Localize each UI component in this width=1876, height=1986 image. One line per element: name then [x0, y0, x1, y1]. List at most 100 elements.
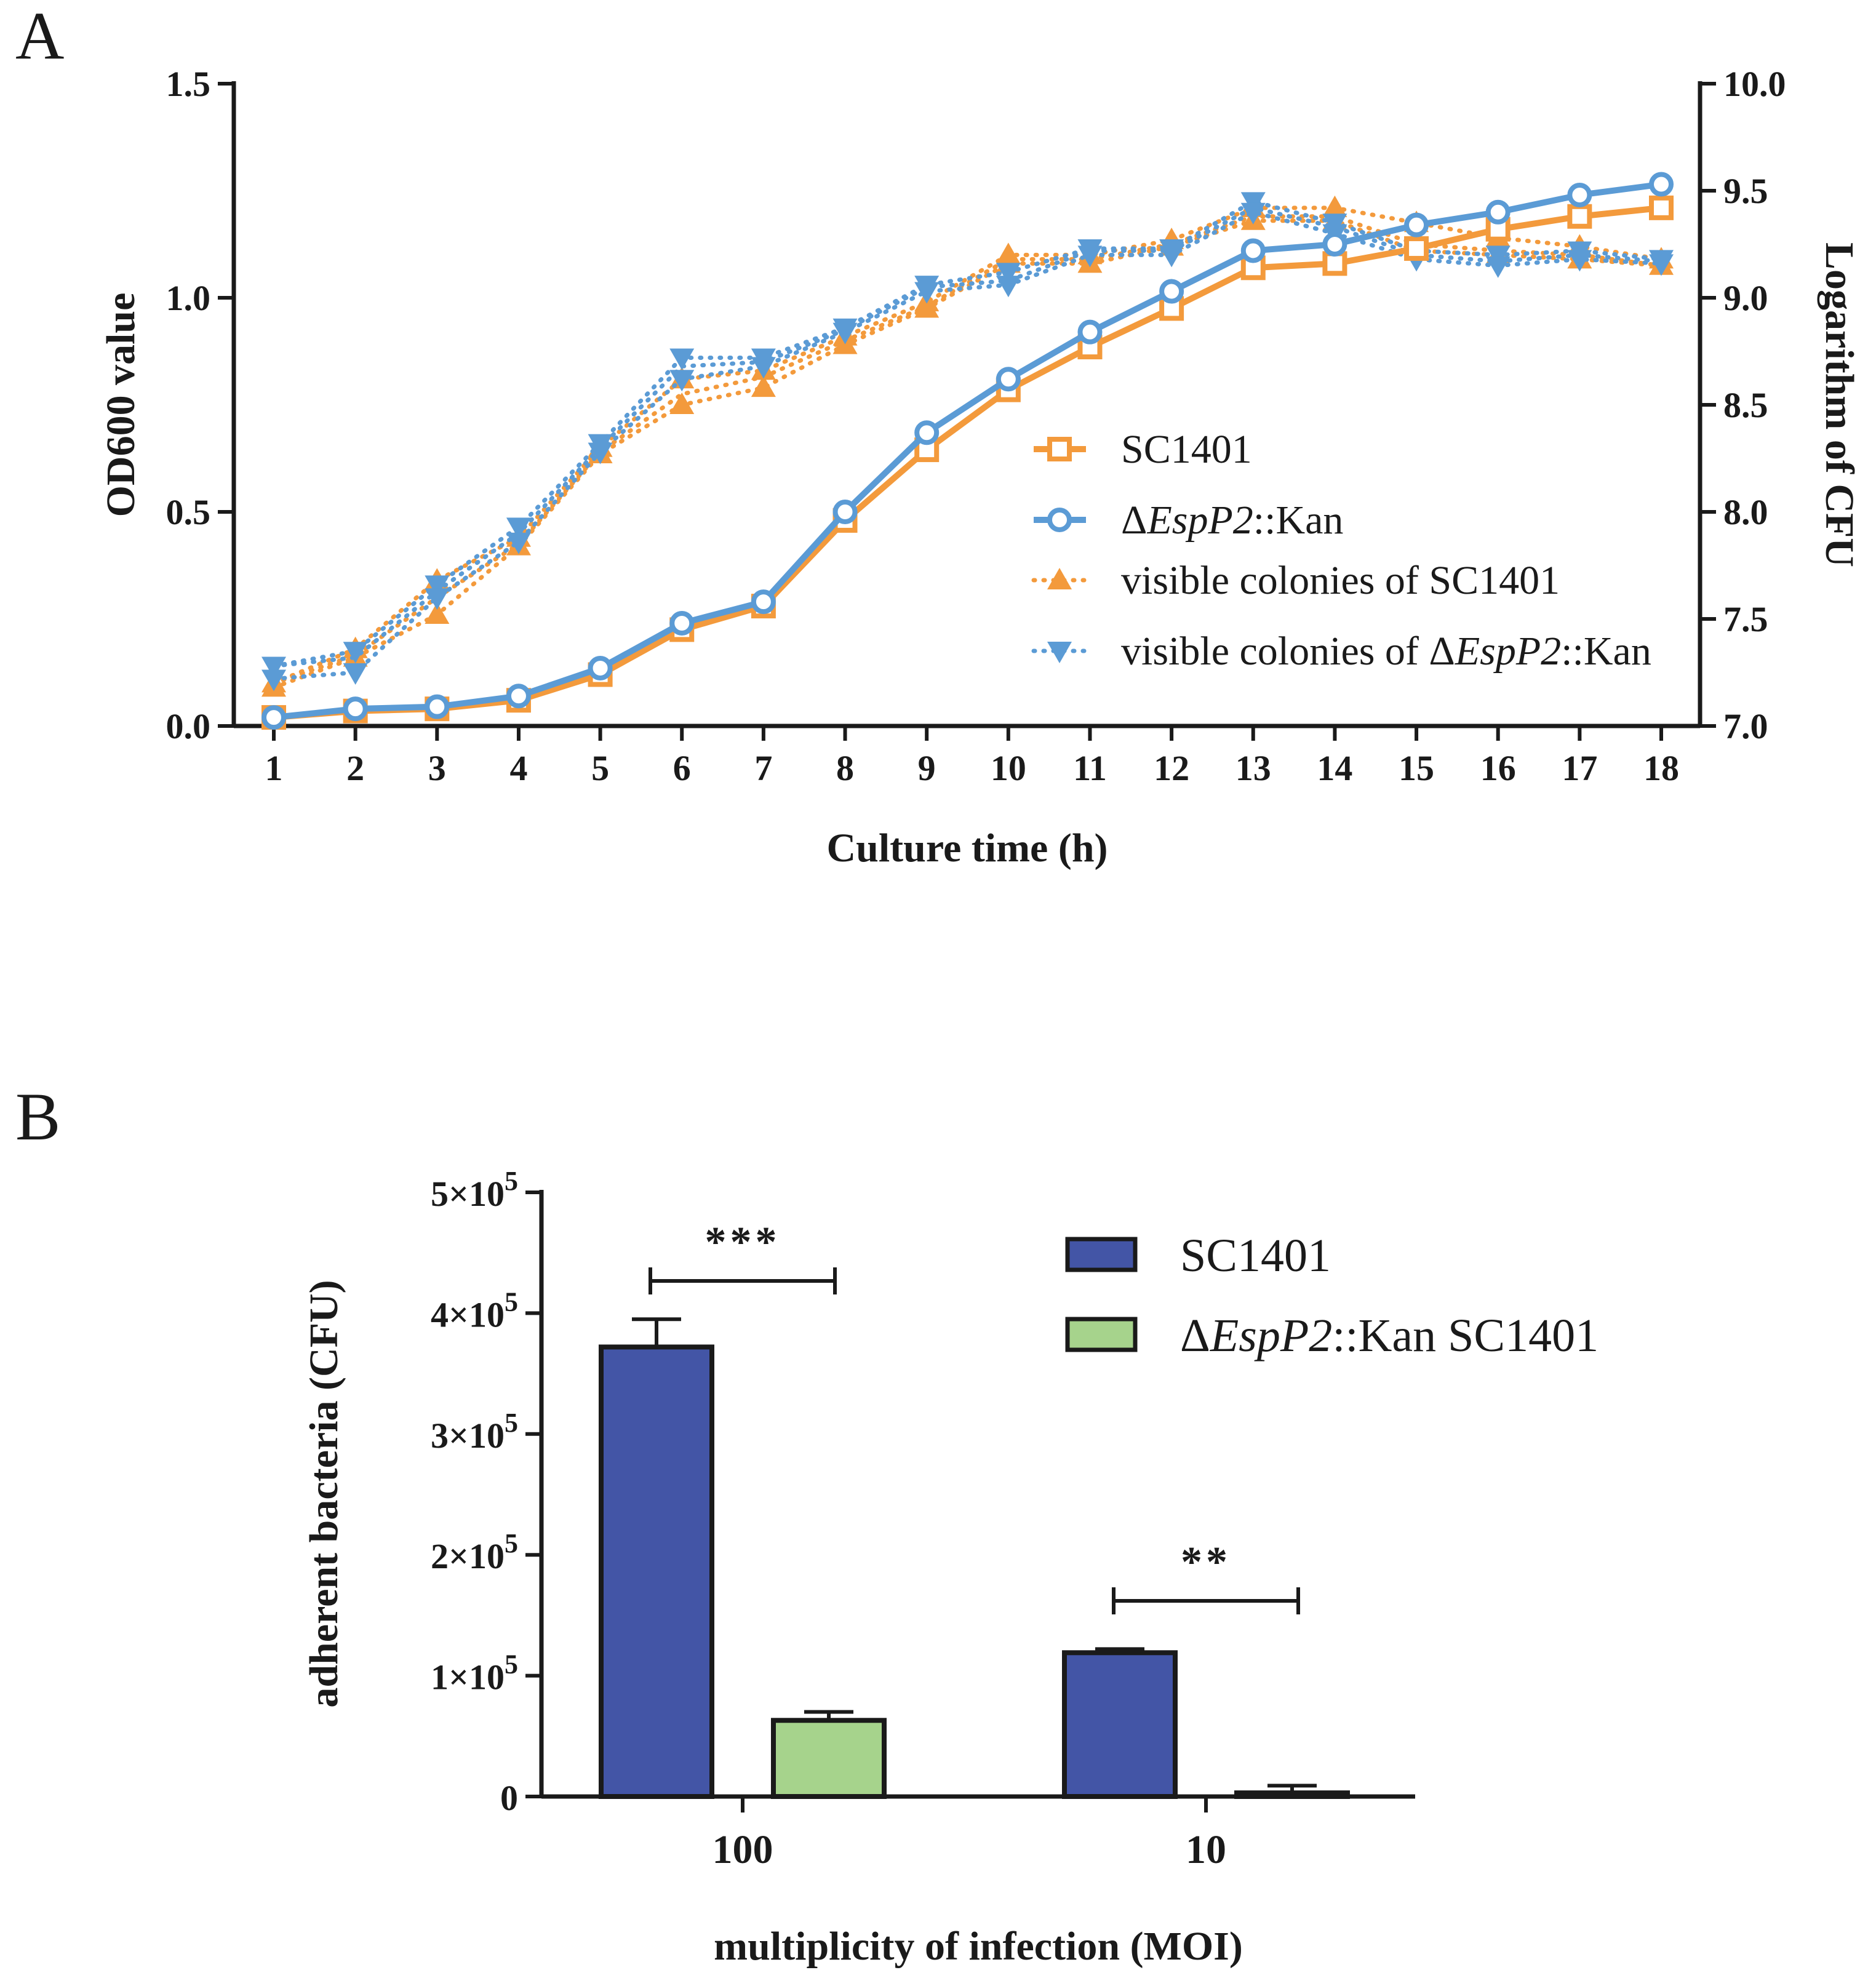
- panel-a-left-tick-label: 0.0: [166, 706, 211, 746]
- panel-b-significance: **: [1112, 1539, 1300, 1614]
- panel-b-legend-item: SC1401: [1065, 1230, 1331, 1282]
- panel-a-point: [1077, 245, 1103, 268]
- panel-a-point: [1485, 256, 1511, 278]
- panel-a-x-tick-label: 5: [591, 748, 609, 788]
- panel-a-right-tick-label: 8.0: [1723, 492, 1768, 532]
- panel-a-point: [832, 322, 858, 345]
- panel-a-point: [1322, 251, 1347, 276]
- panel-b-significance-label: ***: [705, 1219, 781, 1266]
- panel-a-x-tick-label: 7: [754, 748, 772, 788]
- panel-a-x-tick-label: 1: [265, 748, 283, 788]
- panel-a-y-axis-title: OD600 value: [98, 293, 143, 517]
- panel-a-legend-marker: [1047, 568, 1072, 589]
- panel-a-series-1: [261, 172, 1674, 730]
- panel-a-series-line: [273, 204, 1662, 721]
- panel-a-x-tick-label: 11: [1073, 748, 1107, 788]
- panel-b-y-tick-label: 4×105: [431, 1286, 518, 1334]
- panel-b-legend-label: ΔEspP2::Kan SC1401: [1180, 1310, 1599, 1362]
- panel-a-legend-item: visible colonies of SC1401: [1031, 558, 1560, 603]
- panel-a-point: [261, 669, 286, 692]
- panel-a-point: [751, 357, 776, 379]
- panel-a-point: [506, 532, 531, 554]
- panel-b-y-tick-label: 5×105: [431, 1166, 518, 1214]
- panel-a-point: [669, 348, 695, 370]
- panel-a-legend-marker: [1047, 642, 1072, 663]
- panel-a-point: [1077, 319, 1103, 345]
- panel-a-point: [669, 610, 695, 636]
- panel-a-right-tick-label: 9.5: [1723, 171, 1768, 211]
- panel-a-x-tick-label: 8: [836, 748, 854, 788]
- panel-a-point: [425, 694, 450, 719]
- panel-b-legend-label: SC1401: [1180, 1230, 1331, 1282]
- panel-a-line-chart: A OD600 value Logarithm of CFU Culture t…: [15, 0, 1862, 871]
- panel-b-legend-item: ΔEspP2::Kan SC1401: [1065, 1310, 1599, 1362]
- panel-a-right-tick-label: 9.0: [1723, 278, 1768, 318]
- panel-a-x-tick-label: 16: [1480, 748, 1516, 788]
- panel-a-legend-item: visible colonies of ΔEspP2::Kan: [1031, 629, 1651, 674]
- panel-a-point: [1567, 250, 1592, 272]
- panel-a-series-line: [271, 210, 1664, 681]
- panel-a-x-tick-label: 13: [1235, 748, 1271, 788]
- panel-a-series-line: [273, 181, 1662, 721]
- panel-a-point: [261, 705, 286, 730]
- panel-a-point: [1322, 195, 1347, 217]
- panel-a-right-tick-label: 7.5: [1723, 599, 1768, 639]
- panel-a-point: [914, 282, 940, 304]
- panel-a-x-tick-label: 9: [918, 748, 936, 788]
- panel-a-legend-label: ΔEspP2::Kan: [1121, 498, 1343, 543]
- panel-a-point: [1404, 236, 1429, 261]
- panel-a-point: [588, 656, 613, 681]
- panel-a-point: [1322, 232, 1347, 257]
- panel-a-point: [1485, 199, 1511, 225]
- panel-b-y-tick-label: 3×105: [431, 1408, 518, 1456]
- panel-a-x-tick-label: 6: [673, 748, 691, 788]
- panel-a-x-tick-label: 14: [1317, 748, 1352, 788]
- panel-a-point: [343, 696, 368, 722]
- panel-a-point: [1404, 212, 1429, 237]
- panel-a-x-tick-label: 12: [1154, 748, 1189, 788]
- panel-b-significance: ***: [649, 1219, 837, 1294]
- panel-a-point: [343, 642, 368, 664]
- panel-a-point: [914, 296, 940, 318]
- panel-a-point: [751, 375, 776, 397]
- panel-b-y-tick-label: 2×105: [431, 1528, 518, 1576]
- panel-a-point: [1649, 254, 1674, 276]
- panel-a-series-line: [271, 199, 1664, 669]
- panel-a-x-tick-label: 17: [1562, 748, 1597, 788]
- panel-a-legend-label: visible colonies of ΔEspP2::Kan: [1121, 629, 1651, 674]
- panel-a-right-tick-label: 10.0: [1723, 64, 1786, 104]
- panel-a-series-2: [261, 195, 1674, 697]
- panel-a-right-y-axis-title: Logarithm of CFU: [1817, 242, 1862, 567]
- panel-a-series-3: [261, 192, 1674, 692]
- panel-a-point: [425, 602, 450, 624]
- panel-a-x-tick-label: 15: [1399, 748, 1434, 788]
- panel-a-right-tick-label: 8.5: [1723, 385, 1768, 425]
- panel-b-bar: [1234, 1790, 1350, 1799]
- panel-b-bar: [1062, 1650, 1178, 1799]
- panel-b-significance-label: **: [1181, 1539, 1231, 1586]
- panel-a-legend-label: SC1401: [1121, 427, 1252, 472]
- panel-a-legend-marker: [1047, 437, 1072, 461]
- panel-a-point: [1159, 279, 1184, 304]
- panel-b-legend-swatch: [1065, 1237, 1138, 1272]
- panel-a-point: [506, 517, 531, 540]
- panel-a-point: [751, 589, 776, 615]
- panel-b-legend-swatch: [1065, 1317, 1138, 1352]
- panel-a-point: [261, 656, 286, 679]
- panel-a-point: [832, 500, 858, 524]
- panel-b-bar: [599, 1344, 714, 1800]
- panel-a-point: [425, 575, 450, 597]
- panel-b-x-tick-label: 100: [712, 1827, 773, 1872]
- panel-b-y-axis-title: adherent bacteria (CFU): [301, 1280, 346, 1707]
- panel-a-point: [669, 393, 695, 414]
- panel-a-point: [588, 442, 613, 465]
- panel-a-right-tick-label: 7.0: [1723, 706, 1768, 746]
- panel-a-point: [425, 588, 450, 610]
- panel-a-point: [996, 367, 1021, 392]
- panel-a-x-tick-label: 3: [428, 748, 446, 788]
- panel-a-legend-item: ΔEspP2::Kan: [1034, 498, 1343, 543]
- panel-a-point: [996, 263, 1021, 285]
